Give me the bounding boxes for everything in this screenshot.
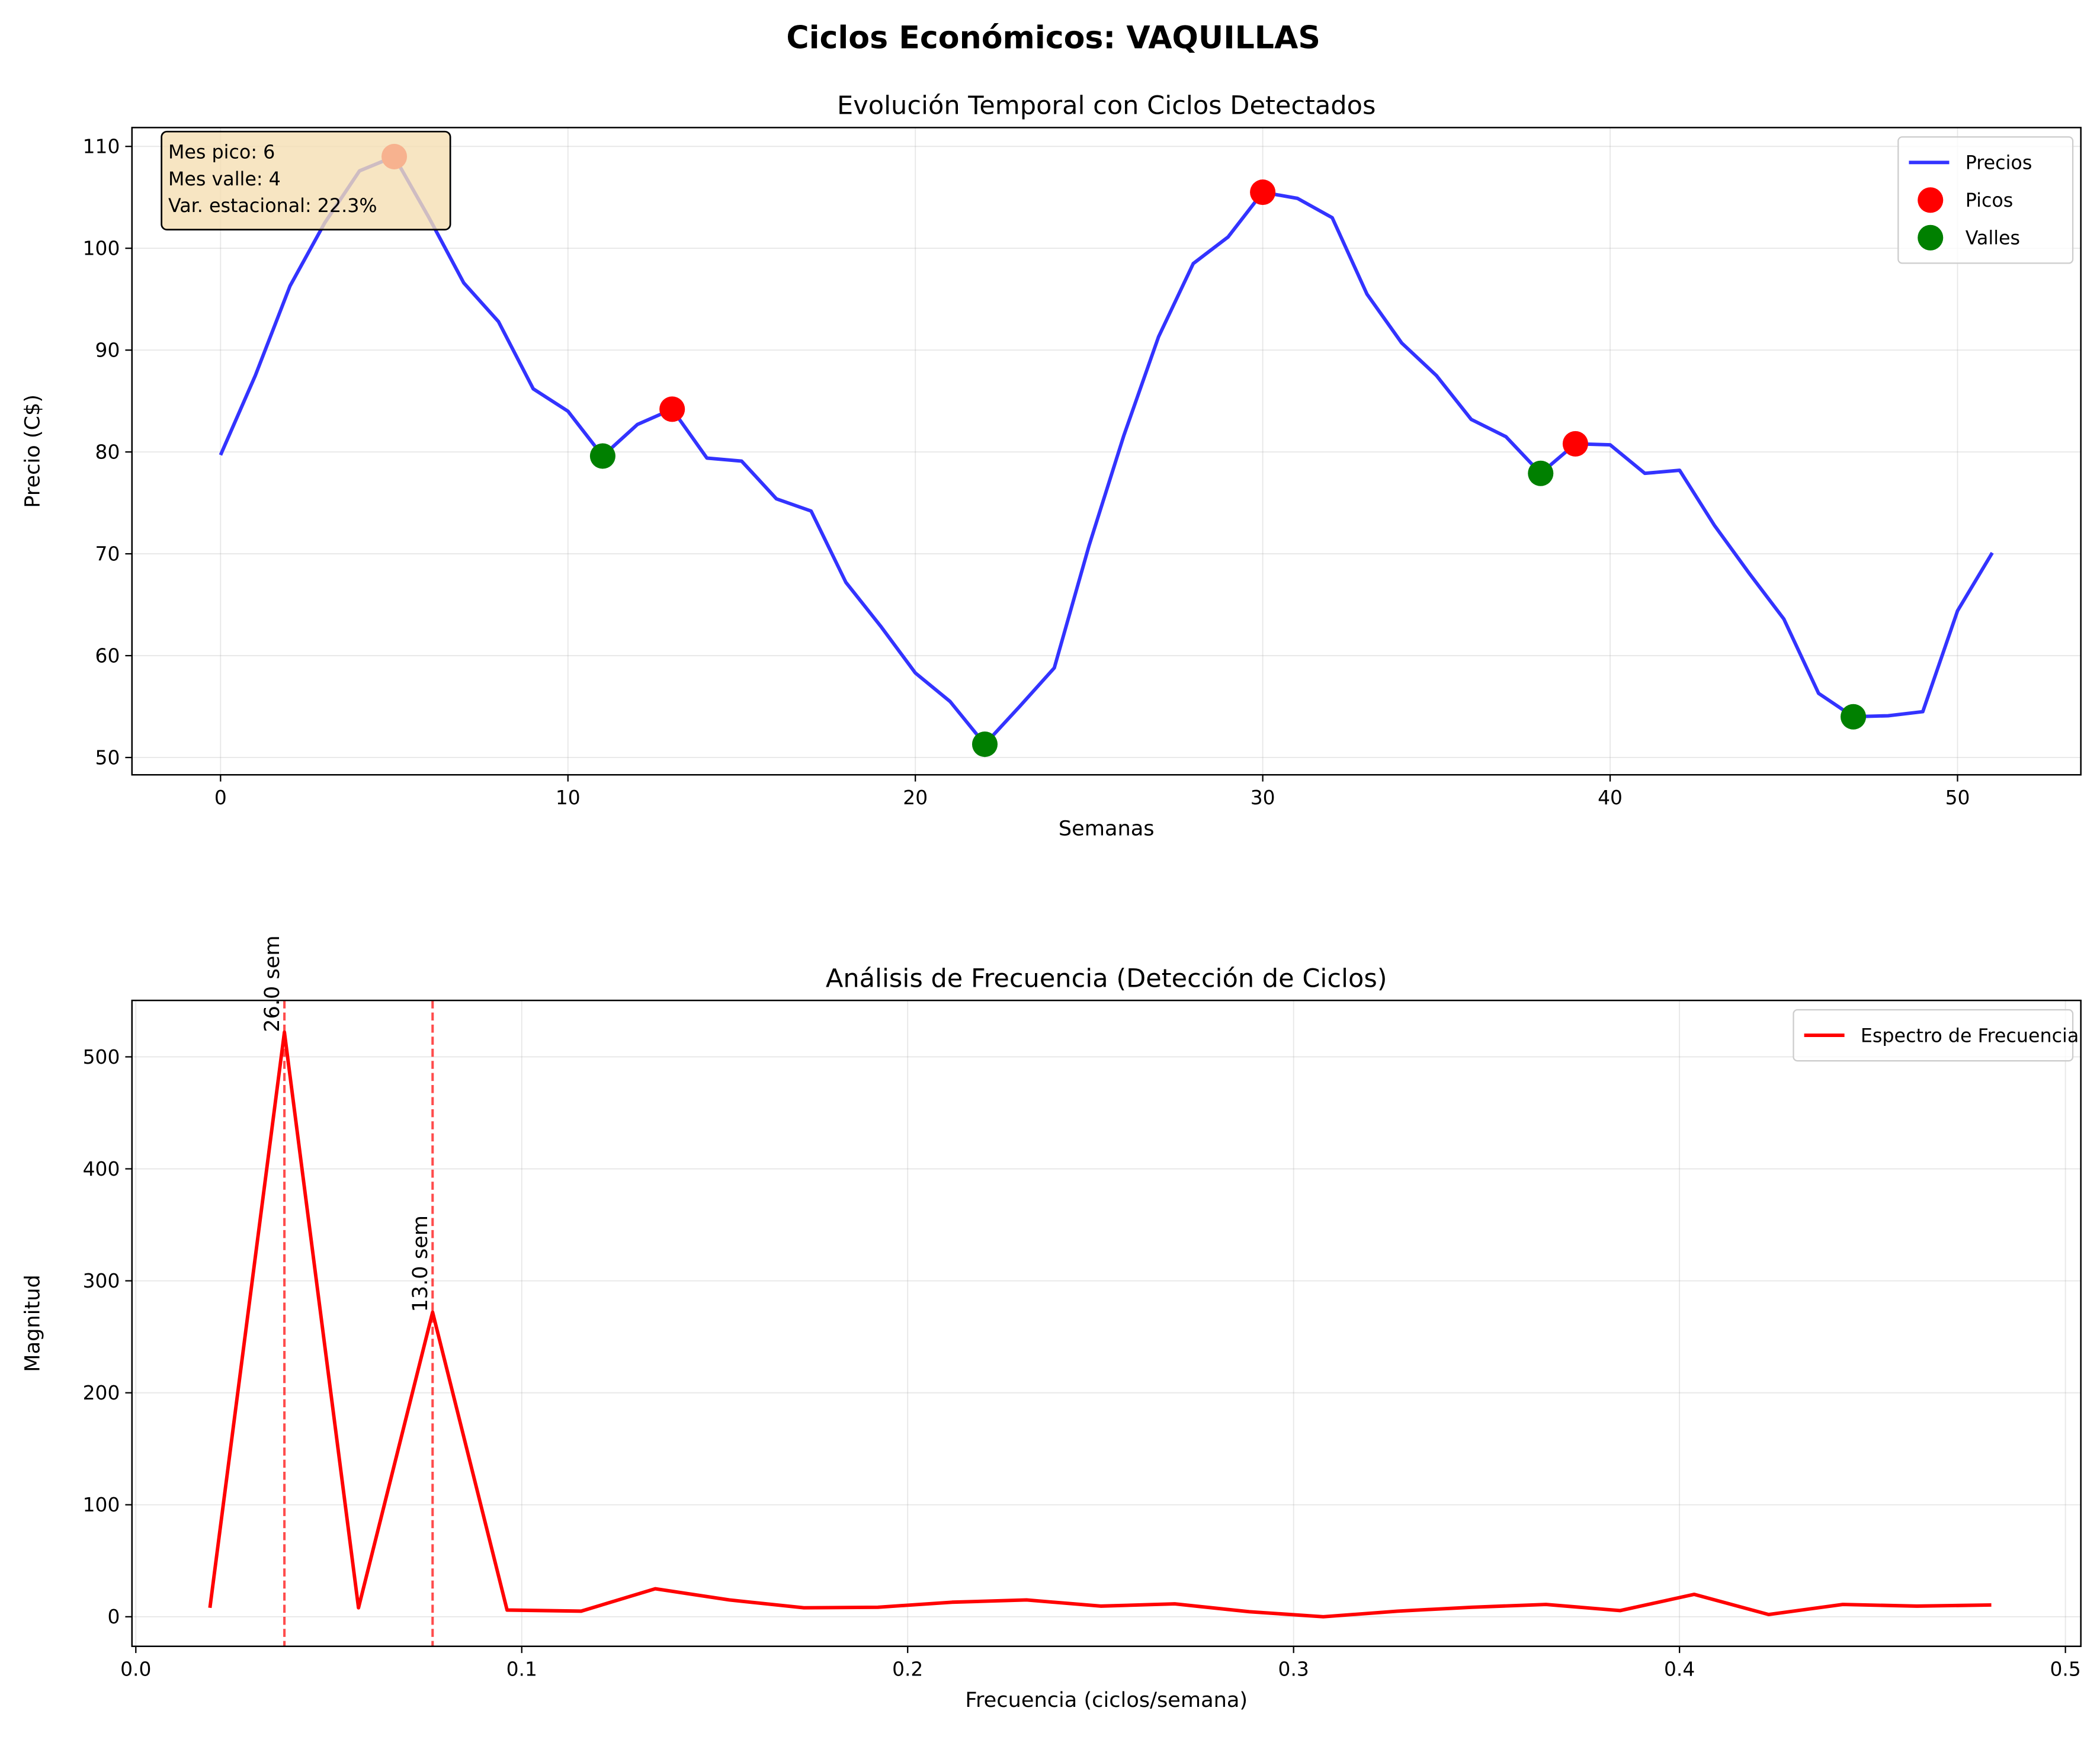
x-tick-label: 0.4 [1664,1658,1695,1681]
series-line-0 [208,1030,1992,1619]
y-axis-label: Precio (C$) [20,394,44,508]
stats-box [161,130,451,231]
x-tick-label: 0.0 [120,1658,151,1681]
x-tick-label: 40 [1598,786,1623,809]
series-line-0 [219,155,1994,746]
y-tick-label: 90 [95,338,120,361]
stats-line: Mes pico: 6 [168,142,275,163]
x-tick-label: 10 [556,786,581,809]
x-tick-label: 0 [214,786,227,809]
plot-frame [131,999,2082,1647]
x-axis-label: Semanas [1059,816,1155,840]
x-axis-label: Frecuencia (ciclos/semana) [965,1688,1248,1712]
legend-marker [1918,187,1944,213]
y-tick-label: 200 [83,1381,120,1404]
legend-label: Espectro de Frecuencia [1861,1025,2079,1047]
y-tick-label: 500 [83,1045,120,1068]
y-tick-label: 50 [95,746,120,769]
x-tick-label: 50 [1945,786,1970,809]
y-tick-label: 100 [83,237,120,260]
y-tick-label: 0 [107,1605,120,1628]
stats-line: Mes valle: 4 [168,169,281,190]
y-tick-label: 300 [83,1269,120,1292]
price-chart: 0 10 20 30 40 50 50 60 70 80 90 100 110 Evolución Tem… [20,91,2082,840]
legend-label: Valles [1966,228,2020,249]
legend-label: Precios [1966,153,2032,174]
legend-marker [1918,224,1944,251]
y-tick-label: 100 [83,1493,120,1516]
x-tick-label: 0.5 [2050,1658,2080,1681]
valles-point [1841,704,1867,730]
plot-frame [131,127,2082,776]
x-tick-label: 20 [903,786,928,809]
chart-title: Evolución Temporal con Ciclos Detectados [837,91,1376,121]
legend [1897,136,2074,264]
x-tick-label: 30 [1251,786,1275,809]
y-tick-label: 110 [83,135,120,158]
picos-point [1250,179,1276,206]
valles-point [972,731,998,757]
x-tick-label: 0.3 [1278,1658,1309,1681]
y-tick-label: 60 [95,644,120,667]
suptitle: Ciclos Económicos: VAQUILLAS [786,21,1320,56]
frequency-chart: 0.0 0.1 0.2 0.3 0.4 0.5 0 100 200 300 400 500 Anális… [20,935,2082,1712]
legend-label: Picos [1966,190,2014,211]
y-axis-label: Magnitud [20,1275,44,1372]
y-tick-label: 80 [95,440,120,463]
picos-point [659,396,685,422]
y-tick-label: 70 [95,542,120,565]
picos-point [1562,431,1588,457]
legend [1793,1009,2074,1062]
x-tick-label: 0.1 [506,1658,537,1681]
y-tick-label: 400 [83,1157,120,1180]
chart-title: Análisis de Frecuencia (Detección de Cic… [826,964,1387,993]
valles-point [1528,460,1554,486]
cycle-marker-label: 13.0 sem [408,1215,432,1312]
valles-point [589,443,615,469]
stats-line: Var. estacional: 22.3% [168,195,377,217]
x-tick-label: 0.2 [892,1658,923,1681]
cycle-marker-label: 26.0 sem [260,935,284,1032]
